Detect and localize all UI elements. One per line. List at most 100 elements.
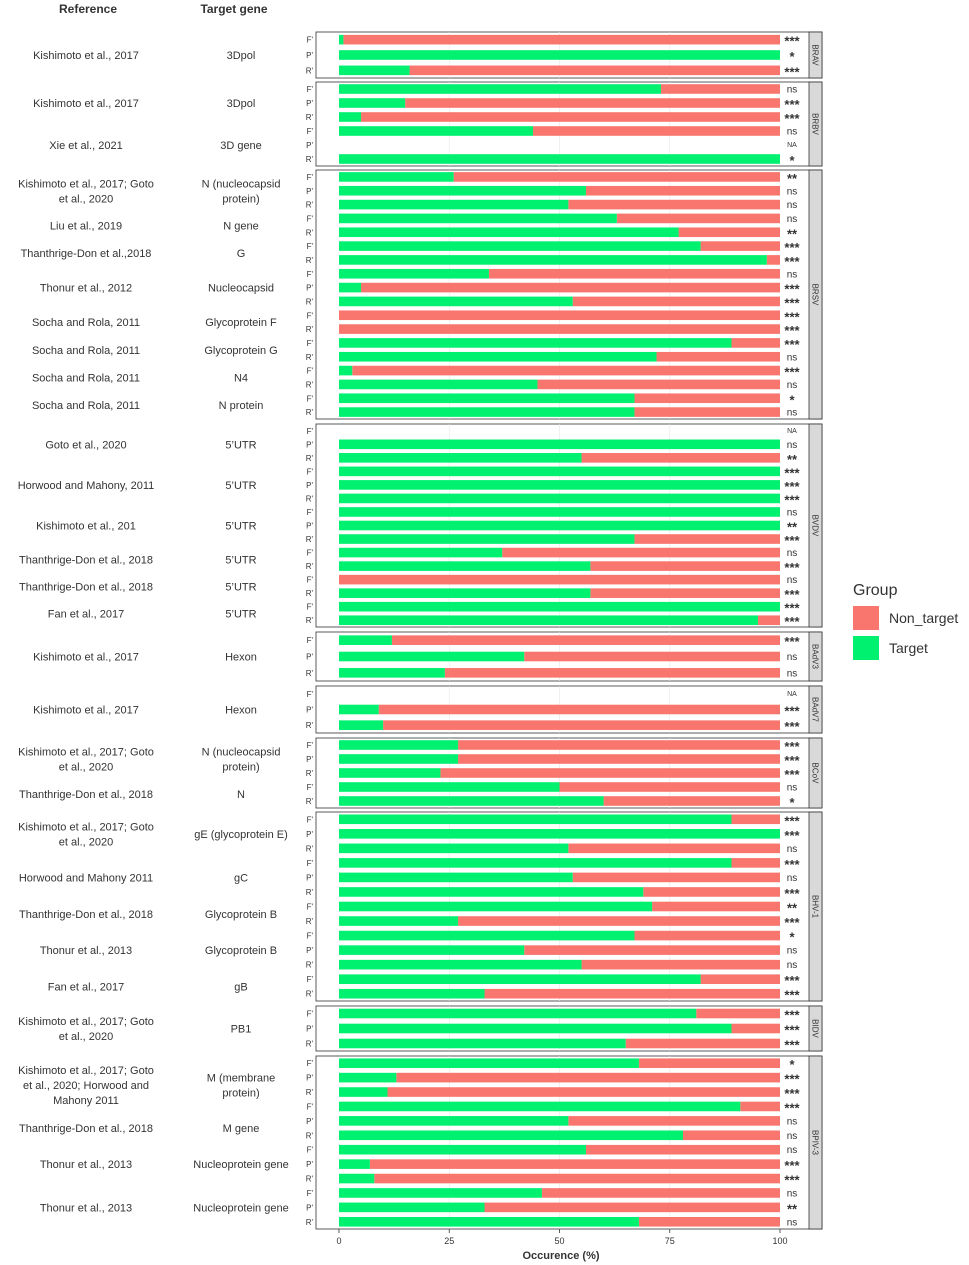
significance-label: *** — [784, 111, 800, 126]
x-tick-label: 75 — [665, 1236, 675, 1246]
significance-label: ** — [787, 901, 798, 916]
gene-label: G — [237, 248, 246, 260]
row-label: F' — [307, 127, 314, 136]
row-label: R' — [306, 228, 314, 237]
significance-label: *** — [784, 1158, 800, 1173]
significance-label: *** — [784, 1008, 800, 1023]
significance-label: *** — [784, 240, 800, 255]
bar-non-target — [405, 98, 780, 108]
row-label: P' — [306, 141, 313, 150]
reference-label: Goto et al., 2020 — [45, 439, 126, 451]
significance-label: ns — [787, 575, 798, 586]
row-label: F' — [307, 173, 314, 182]
panel-badv3: BAdV3 F' *** P' ns R' ns — [306, 631, 823, 682]
row-label: R' — [306, 669, 314, 678]
row-label: R' — [306, 562, 314, 571]
bar-target — [339, 829, 780, 839]
significance-label: ** — [787, 226, 798, 241]
significance-label: * — [789, 153, 795, 168]
gene-label: Glycoprotein B — [205, 945, 277, 957]
gene-label: N (nucleocapsid — [202, 178, 281, 190]
row-label: P' — [306, 830, 313, 839]
significance-label: *** — [784, 857, 800, 872]
facet-strip-label: BAdV3 — [811, 644, 820, 669]
bar-target — [339, 1202, 485, 1213]
row-label: R' — [306, 961, 314, 970]
panel-bcov: BCoV F' *** P' *** R' *** F' ns R' * — [306, 737, 823, 810]
significance-label: *** — [784, 309, 800, 324]
bar-target — [339, 282, 362, 293]
row-label: P' — [306, 284, 313, 293]
significance-label: *** — [784, 886, 800, 901]
bar-non-target — [361, 282, 780, 293]
gene-label: 5’UTR — [225, 439, 256, 451]
bar-non-target — [572, 872, 780, 883]
bar-non-target — [731, 1023, 780, 1034]
panel-brsv: BRSV F' ** P' ns R' ns F' ns R' ** F' *** R' *** F' ns P'… — [306, 169, 823, 420]
reference-label: Fan et al., 2017 — [48, 608, 124, 620]
facet-strip-label: BRBV — [811, 113, 820, 135]
bar-target — [339, 126, 534, 136]
significance-label: *** — [784, 1086, 800, 1101]
bar-target — [339, 1159, 370, 1169]
bar-non-target — [369, 1159, 780, 1169]
row-label: F' — [307, 932, 314, 941]
row-label: F' — [307, 549, 314, 558]
reference-label: Kishimoto et al., 2017; Goto — [18, 1065, 154, 1077]
significance-label: *** — [784, 1023, 800, 1038]
significance-label: ** — [787, 1201, 798, 1216]
row-label: P' — [306, 1025, 313, 1034]
bar-non-target — [524, 651, 780, 662]
gene-label: Glycoprotein B — [205, 909, 277, 921]
significance-label: *** — [784, 587, 800, 602]
bar-target — [339, 916, 459, 926]
bar-non-target — [343, 34, 780, 45]
significance-label: ** — [787, 171, 798, 186]
gene-label: 5’UTR — [225, 554, 256, 566]
bar-target — [339, 704, 379, 715]
bar-target — [339, 241, 701, 251]
gene-label: Nucleocapsid — [208, 283, 274, 295]
significance-label: *** — [784, 337, 800, 352]
bar-non-target — [568, 1116, 780, 1126]
bar-target — [339, 901, 653, 912]
panel-frame — [315, 169, 823, 420]
bar-target — [339, 296, 573, 307]
row-label: R' — [306, 917, 314, 926]
gene-label: M gene — [223, 1123, 260, 1135]
x-tick-label: 50 — [554, 1236, 564, 1246]
significance-label: *** — [784, 64, 800, 79]
reference-label: Socha and Rola, 2011 — [32, 400, 140, 412]
legend: Group Non_target Target — [853, 582, 958, 660]
bar-target — [339, 98, 406, 108]
row-label: R' — [306, 1218, 314, 1227]
facet-panels: BRAV F' *** P' * R' *** BRBV F' ns P' *** R' *** F' ns P… — [306, 31, 823, 1230]
panel-frame — [315, 81, 823, 167]
bar-target — [339, 1072, 397, 1083]
bar-target — [339, 588, 591, 598]
row-label: F' — [307, 367, 314, 376]
row-label: P' — [306, 873, 313, 882]
reference-label: Thanthrige-Don et al., 2018 — [19, 581, 153, 593]
bar-target — [339, 1008, 697, 1019]
bar-target — [339, 768, 441, 778]
significance-label: *** — [784, 828, 800, 843]
significance-label: ns — [787, 668, 798, 679]
reference-label: Kishimoto et al., 2017 — [33, 98, 139, 110]
significance-label: *** — [784, 365, 800, 380]
bar-non-target — [638, 1216, 780, 1227]
row-label: P' — [306, 1117, 313, 1126]
bar-target — [339, 782, 560, 792]
bar-target — [339, 199, 569, 210]
significance-label: *** — [784, 767, 800, 782]
bar-non-target — [440, 768, 780, 778]
row-label: R' — [306, 535, 314, 544]
bar-non-target — [568, 843, 780, 854]
facet-strip-label: BRAV — [811, 44, 820, 66]
row-label: P' — [306, 187, 313, 196]
reference-label: Socha and Rola, 2011 — [32, 373, 140, 385]
bar-target — [339, 796, 604, 806]
significance-label: ns — [787, 214, 798, 225]
reference-label: Horwood and Mahony, 2011 — [18, 480, 155, 492]
row-label: R' — [306, 1040, 314, 1049]
